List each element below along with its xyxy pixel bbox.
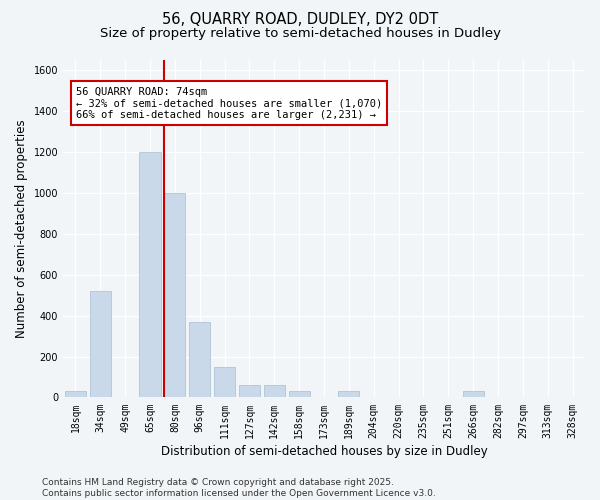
Bar bbox=[139, 152, 161, 398]
Text: Size of property relative to semi-detached houses in Dudley: Size of property relative to semi-detach… bbox=[100, 28, 500, 40]
Bar bbox=[189, 322, 211, 398]
Bar bbox=[90, 291, 111, 398]
X-axis label: Distribution of semi-detached houses by size in Dudley: Distribution of semi-detached houses by … bbox=[161, 444, 487, 458]
Text: Contains HM Land Registry data © Crown copyright and database right 2025.
Contai: Contains HM Land Registry data © Crown c… bbox=[42, 478, 436, 498]
Bar bbox=[214, 367, 235, 398]
Bar bbox=[239, 385, 260, 398]
Bar bbox=[264, 385, 285, 398]
Y-axis label: Number of semi-detached properties: Number of semi-detached properties bbox=[15, 120, 28, 338]
Bar bbox=[463, 392, 484, 398]
Bar bbox=[338, 392, 359, 398]
Text: 56, QUARRY ROAD, DUDLEY, DY2 0DT: 56, QUARRY ROAD, DUDLEY, DY2 0DT bbox=[162, 12, 438, 28]
Bar bbox=[289, 392, 310, 398]
Bar bbox=[65, 392, 86, 398]
Text: 56 QUARRY ROAD: 74sqm
← 32% of semi-detached houses are smaller (1,070)
66% of s: 56 QUARRY ROAD: 74sqm ← 32% of semi-deta… bbox=[76, 86, 382, 120]
Bar bbox=[164, 193, 185, 398]
